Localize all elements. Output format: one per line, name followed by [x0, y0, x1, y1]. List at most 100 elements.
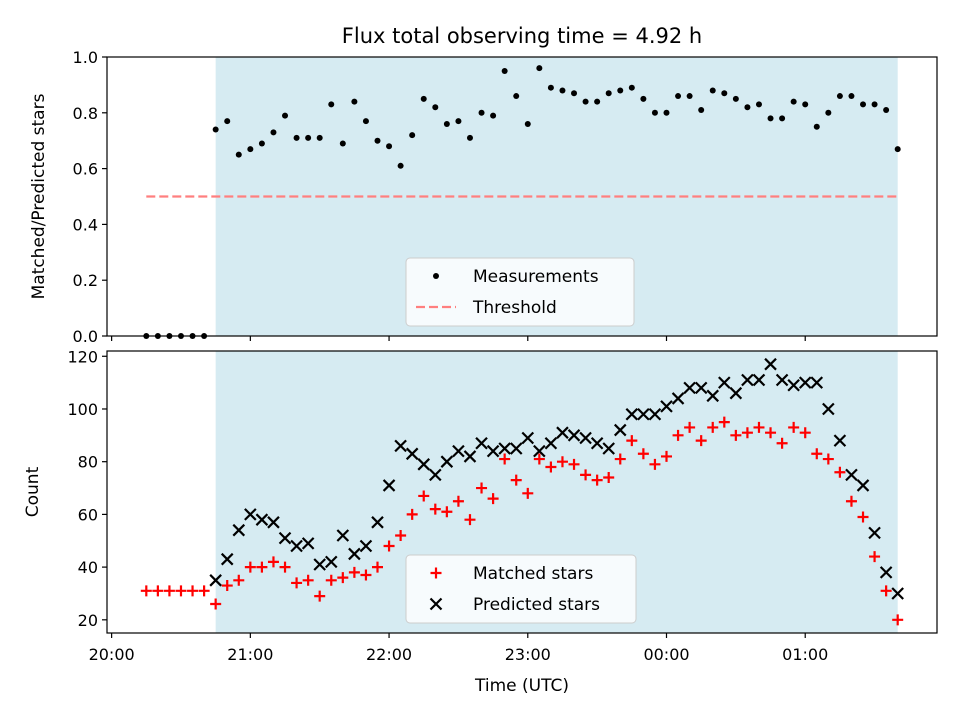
- predicted-star-point: [440, 455, 454, 468]
- measurement-point: [420, 95, 427, 102]
- predicted-star-point: [209, 574, 222, 587]
- measurement-point: [374, 137, 381, 144]
- axes-frame: [106, 350, 938, 634]
- measurement-point: [686, 93, 693, 100]
- legend-matched-swatch: [430, 567, 442, 579]
- measurement-point: [721, 90, 728, 97]
- matched-star-point: [383, 540, 395, 552]
- matched-star-point: [672, 429, 684, 441]
- predicted-star-point: [463, 450, 477, 463]
- matched-star-point: [892, 614, 904, 626]
- matched-star-point: [406, 508, 418, 520]
- measurement-point: [478, 109, 485, 116]
- matched-star-point: [476, 482, 488, 494]
- y-tick-label: 20: [78, 611, 98, 630]
- measurement-point: [802, 101, 809, 108]
- measurement-point: [825, 109, 832, 116]
- matched-star-point: [580, 469, 592, 481]
- predicted-star-point: [498, 442, 511, 455]
- matched-star-point: [556, 456, 568, 468]
- matched-star-point: [487, 493, 499, 505]
- measurement-point: [443, 120, 450, 127]
- matched-star-point: [441, 506, 453, 518]
- measurement-point: [571, 90, 578, 97]
- measurement-point: [871, 101, 878, 108]
- predicted-star-point: [891, 587, 904, 600]
- measurement-point: [316, 134, 323, 141]
- predicted-star-point: [706, 389, 720, 403]
- y-tick-label: 40: [78, 558, 98, 577]
- predicted-star-point: [671, 392, 685, 405]
- predicted-star-point: [429, 468, 442, 482]
- predicted-star-point: [579, 431, 592, 445]
- matched-star-point: [163, 585, 175, 597]
- predicted-star-point: [336, 529, 350, 542]
- y-tick-label: 0.6: [73, 160, 98, 179]
- predicted-star-point: [833, 434, 847, 447]
- predicted-star-point: [220, 552, 234, 566]
- matched-star-point: [302, 574, 314, 586]
- y-axis-label: Count: [23, 466, 43, 517]
- predicted-star-point: [868, 526, 881, 540]
- y-tick-label: 0.8: [73, 104, 98, 123]
- predicted-star-point: [232, 523, 246, 537]
- matched-star-point: [753, 421, 765, 433]
- matched-star-point: [418, 490, 430, 502]
- count-panel: 20 40 60 80 100 120 20:00 21:00 22:00 23:00 00:00 0…: [23, 347, 938, 664]
- measurement-point: [883, 107, 890, 114]
- legend-box: [405, 257, 635, 327]
- x-tick-label: 01:00: [782, 645, 828, 664]
- matched-star-point: [718, 416, 730, 428]
- matched-star-point: [152, 585, 164, 597]
- y-tick-label: 1.0: [73, 48, 98, 67]
- measurement-point: [640, 95, 647, 102]
- measurement-point: [224, 118, 231, 125]
- matched-star-point: [660, 450, 672, 462]
- measurement-point: [663, 109, 670, 116]
- matched-star-point: [210, 598, 222, 610]
- y-axis-label: Matched/Predicted stars: [29, 93, 49, 299]
- predicted-star-point: [856, 479, 870, 492]
- matched-star-point: [187, 585, 199, 597]
- measurement-point: [709, 87, 716, 94]
- axes-frame: [106, 56, 938, 337]
- matched-star-point: [291, 577, 303, 589]
- x-tick-label: 23:00: [505, 645, 551, 664]
- predicted-star-point: [533, 444, 546, 458]
- matched-star-point: [845, 495, 857, 507]
- matched-star-point: [568, 458, 580, 470]
- matched-star-point: [788, 421, 800, 433]
- matched-star-point: [221, 580, 233, 592]
- matched-star-point: [510, 474, 522, 486]
- predicted-star-point: [255, 513, 269, 526]
- predicted-star-point: [417, 458, 431, 471]
- predicted-star-point: [359, 539, 373, 553]
- matched-star-point: [337, 572, 349, 584]
- measurement-point: [339, 140, 346, 147]
- predicted-star-point: [660, 400, 673, 413]
- matched-star-point: [626, 435, 638, 447]
- predicted-star-point: [556, 426, 569, 439]
- legend-predicted-swatch: [429, 597, 443, 611]
- measurement-point: [397, 162, 404, 169]
- measurement-point: [351, 98, 358, 105]
- predicted-star-point: [775, 373, 789, 387]
- predicted-star-point: [845, 468, 858, 482]
- measurement-point: [894, 146, 901, 153]
- predicted-star-point: [348, 547, 361, 561]
- matched-star-point: [545, 461, 557, 473]
- legend-label: Predicted stars: [473, 595, 600, 615]
- measurement-point: [836, 93, 843, 100]
- matched-star-point: [799, 427, 811, 439]
- y-tick-label: 80: [78, 453, 98, 472]
- predicted-star-point: [521, 431, 535, 445]
- y-tick-label: 100: [67, 400, 98, 419]
- predicted-star-point: [567, 429, 581, 442]
- predicted-star-point: [394, 439, 407, 453]
- measurement-point: [455, 118, 462, 125]
- matched-star-point: [811, 448, 823, 460]
- matched-star-point: [707, 421, 719, 433]
- matched-star-point: [730, 429, 742, 441]
- measurement-point: [813, 123, 820, 130]
- predicted-star-point: [718, 376, 731, 389]
